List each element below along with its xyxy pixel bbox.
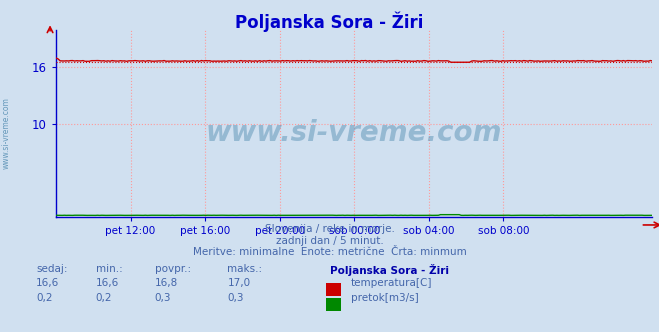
Text: 0,3: 0,3: [155, 293, 171, 303]
Text: povpr.:: povpr.:: [155, 264, 191, 274]
Text: www.si-vreme.com: www.si-vreme.com: [2, 97, 11, 169]
Text: maks.:: maks.:: [227, 264, 262, 274]
Text: pretok[m3/s]: pretok[m3/s]: [351, 293, 418, 303]
Text: 0,2: 0,2: [36, 293, 53, 303]
Text: 0,2: 0,2: [96, 293, 112, 303]
Text: temperatura[C]: temperatura[C]: [351, 278, 432, 288]
Text: 16,8: 16,8: [155, 278, 178, 288]
Text: zadnji dan / 5 minut.: zadnji dan / 5 minut.: [275, 236, 384, 246]
Text: sedaj:: sedaj:: [36, 264, 68, 274]
Text: www.si-vreme.com: www.si-vreme.com: [206, 119, 502, 147]
Text: 0,3: 0,3: [227, 293, 244, 303]
Text: Poljanska Sora - Žiri: Poljanska Sora - Žiri: [330, 264, 449, 276]
Text: 16,6: 16,6: [36, 278, 59, 288]
Text: min.:: min.:: [96, 264, 123, 274]
Text: 16,6: 16,6: [96, 278, 119, 288]
Text: Slovenija / reke in morje.: Slovenija / reke in morje.: [264, 224, 395, 234]
Text: Poljanska Sora - Žiri: Poljanska Sora - Žiri: [235, 12, 424, 32]
Text: Meritve: minimalne  Enote: metrične  Črta: minmum: Meritve: minimalne Enote: metrične Črta:…: [192, 247, 467, 257]
Text: 17,0: 17,0: [227, 278, 250, 288]
